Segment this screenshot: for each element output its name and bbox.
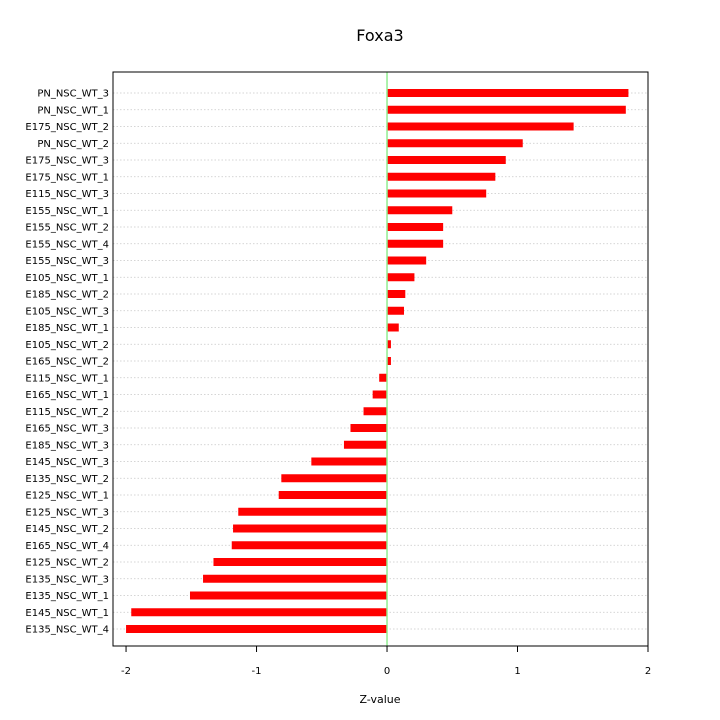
x-tick-label: 2 [645,666,651,677]
bar-e175-nsc-wt-2 [387,122,574,131]
category-label: E125_NSC_WT_1 [25,491,109,502]
category-label: E165_NSC_WT_1 [25,390,109,401]
bar-e115-nsc-wt-3 [387,189,487,198]
category-label: E115_NSC_WT_3 [25,189,109,200]
category-label: E105_NSC_WT_3 [25,306,109,317]
bar-e175-nsc-wt-1 [387,172,496,181]
category-label: E155_NSC_WT_2 [25,223,109,234]
category-label: E165_NSC_WT_4 [25,541,109,552]
chart-title: Foxa3 [356,26,403,45]
bar-e115-nsc-wt-2 [363,407,388,416]
bar-e155-nsc-wt-3 [387,256,427,265]
category-labels: PN_NSC_WT_3 PN_NSC_WT_1 E175_NSC_WT_2 PN_NS… [25,89,109,636]
category-label: E155_NSC_WT_4 [25,239,109,250]
category-label: E145_NSC_WT_3 [25,457,109,468]
category-label: PN_NSC_WT_3 [37,89,109,100]
category-label: E165_NSC_WT_3 [25,424,109,435]
category-label: PN_NSC_WT_1 [37,105,109,116]
category-label: E175_NSC_WT_2 [25,122,109,133]
category-label: E125_NSC_WT_2 [25,558,109,569]
bar-e105-nsc-wt-3 [387,306,404,315]
bar-pn-nsc-wt-3 [387,89,629,97]
category-label: E185_NSC_WT_1 [25,323,109,334]
bar-e165-nsc-wt-2 [387,357,391,365]
category-label: E135_NSC_WT_4 [25,625,109,636]
bars [126,89,629,633]
bar-e165-nsc-wt-1 [372,390,388,399]
category-label: E135_NSC_WT_2 [25,474,109,485]
bar-e145-nsc-wt-2 [233,524,388,533]
category-label: E135_NSC_WT_3 [25,574,109,585]
category-label: E105_NSC_WT_1 [25,273,109,284]
x-axis-title: Z-value [359,693,400,706]
x-tick-label: 0 [384,666,390,677]
bar-e145-nsc-wt-1 [131,608,388,617]
bar-e125-nsc-wt-3 [238,507,388,516]
bar-pn-nsc-wt-2 [387,139,523,148]
bar-e115-nsc-wt-1 [379,373,388,382]
category-label: E145_NSC_WT_1 [25,608,109,619]
bar-e155-nsc-wt-1 [387,206,453,215]
bar-e175-nsc-wt-3 [387,156,506,164]
category-label: E175_NSC_WT_3 [25,156,109,167]
bar-e135-nsc-wt-1 [189,591,388,600]
category-label: E185_NSC_WT_2 [25,290,109,301]
x-tick-label: -1 [252,666,262,677]
category-label: E105_NSC_WT_2 [25,340,109,351]
category-label: E155_NSC_WT_3 [25,256,109,267]
bar-pn-nsc-wt-1 [387,105,626,114]
bar-e135-nsc-wt-3 [203,574,388,583]
bar-e145-nsc-wt-3 [311,457,388,466]
category-label: E135_NSC_WT_1 [25,591,109,602]
category-label: E115_NSC_WT_1 [25,373,109,384]
category-label: E115_NSC_WT_2 [25,407,109,418]
bar-e155-nsc-wt-4 [387,239,444,248]
bar-e125-nsc-wt-2 [213,558,388,566]
x-axis: -2 -1 0 1 2 [121,645,651,677]
category-label: E175_NSC_WT_1 [25,172,109,183]
bar-e105-nsc-wt-1 [387,273,415,282]
category-label: E165_NSC_WT_2 [25,357,109,368]
bar-e105-nsc-wt-2 [387,340,391,349]
category-label: E185_NSC_WT_3 [25,440,109,451]
x-tick-label: 1 [514,666,520,677]
bar-e165-nsc-wt-3 [350,424,388,432]
category-label: E155_NSC_WT_1 [25,206,109,217]
bar-e165-nsc-wt-4 [231,541,388,550]
category-label: E145_NSC_WT_2 [25,524,109,535]
bar-e185-nsc-wt-3 [343,440,388,449]
bar-e155-nsc-wt-2 [387,223,444,231]
bar-e185-nsc-wt-1 [387,323,399,332]
category-label: E125_NSC_WT_3 [25,507,109,518]
bar-e125-nsc-wt-1 [278,491,388,499]
bar-e135-nsc-wt-2 [281,474,388,483]
x-tick-label: -2 [121,666,131,677]
bar-e135-nsc-wt-4 [126,625,388,633]
category-label: PN_NSC_WT_2 [37,139,109,150]
bar-e185-nsc-wt-2 [387,290,406,298]
